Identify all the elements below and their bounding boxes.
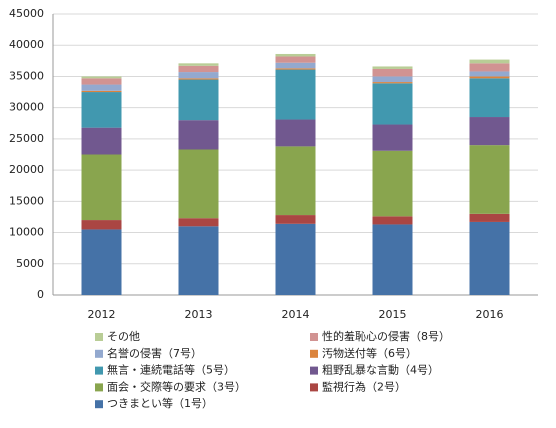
bar-segment bbox=[178, 79, 219, 121]
bar-segment bbox=[178, 218, 219, 227]
y-tick-label: 20000 bbox=[9, 163, 44, 176]
legend-label: その他 bbox=[107, 330, 140, 343]
y-tick-label: 0 bbox=[37, 288, 44, 301]
legend-label: つきまとい等（1号） bbox=[107, 396, 213, 410]
y-tick-label: 10000 bbox=[9, 226, 44, 239]
legend-swatch bbox=[95, 333, 103, 341]
x-tick-label: 2012 bbox=[88, 308, 116, 321]
y-tick-label: 5000 bbox=[16, 257, 44, 270]
x-tick-label: 2016 bbox=[476, 308, 504, 321]
y-tick-label: 40000 bbox=[9, 38, 44, 51]
bar-segment bbox=[275, 68, 316, 70]
legend-label: 粗野乱暴な言動（4号） bbox=[322, 363, 439, 377]
legend-swatch bbox=[310, 366, 318, 375]
bar-segment bbox=[81, 92, 122, 128]
bar-segment bbox=[469, 78, 510, 118]
bar-segment bbox=[275, 223, 316, 295]
legend-label: 汚物送付等（6号） bbox=[322, 346, 417, 360]
bar-segment bbox=[81, 76, 122, 79]
bar-segment bbox=[372, 216, 413, 225]
y-tick-label: 45000 bbox=[9, 7, 44, 20]
bar-segment bbox=[275, 146, 316, 216]
legend-swatch bbox=[95, 383, 103, 392]
legend-label: 監視行為（2号） bbox=[322, 379, 406, 393]
x-tick-label: 2013 bbox=[185, 308, 213, 321]
legend-swatch bbox=[95, 366, 103, 375]
legend-swatch bbox=[310, 349, 318, 358]
bar-segment bbox=[275, 119, 316, 147]
bar-segment bbox=[81, 78, 122, 85]
y-tick-label: 30000 bbox=[9, 101, 44, 114]
bar-segment bbox=[275, 215, 316, 224]
bar-segment bbox=[469, 63, 510, 72]
bar-segment bbox=[372, 124, 413, 151]
bar-segment bbox=[178, 78, 219, 80]
bar-segment bbox=[275, 62, 316, 69]
bar-segment bbox=[469, 213, 510, 222]
bar-segment bbox=[81, 84, 122, 91]
bar-segment bbox=[81, 154, 122, 221]
legend-swatch bbox=[310, 333, 318, 341]
bar-segment bbox=[275, 69, 316, 120]
bar-segment bbox=[275, 56, 316, 63]
bar-segment bbox=[469, 76, 510, 79]
bar-segment bbox=[469, 145, 510, 214]
bar-segment bbox=[469, 117, 510, 146]
bar-segment bbox=[469, 221, 510, 295]
bar-segment bbox=[178, 72, 219, 79]
bar-segment bbox=[372, 150, 413, 217]
y-tick-label: 25000 bbox=[9, 132, 44, 145]
legend-label: 面会・交際等の要求（3号） bbox=[107, 379, 246, 393]
legend-label: 無言・連続電話等（5号） bbox=[107, 363, 235, 377]
bar-segment bbox=[81, 127, 122, 155]
bar-segment bbox=[372, 66, 413, 69]
legend-swatch bbox=[95, 349, 103, 358]
bar-segment bbox=[372, 76, 413, 83]
bar-segment bbox=[81, 90, 122, 93]
bar-segment bbox=[178, 120, 219, 150]
bar-segment bbox=[178, 63, 219, 66]
y-tick-label: 35000 bbox=[9, 69, 44, 82]
bar-segment bbox=[372, 68, 413, 77]
legend-label: 名誉の侵害（7号） bbox=[107, 346, 202, 360]
bar-segment bbox=[275, 53, 316, 57]
bar-segment bbox=[81, 220, 122, 230]
legend-label: 性的羞恥心の侵害（8号） bbox=[322, 329, 450, 343]
x-tick-label: 2015 bbox=[379, 308, 407, 321]
bar-segment bbox=[372, 83, 413, 125]
bar-segment bbox=[81, 229, 122, 295]
x-tick-label: 2014 bbox=[282, 308, 310, 321]
bar-segment bbox=[178, 65, 219, 73]
bar-segment bbox=[469, 71, 510, 77]
y-tick-label: 15000 bbox=[9, 194, 44, 207]
bar-segment bbox=[469, 59, 510, 64]
bar-segment bbox=[178, 226, 219, 295]
bar-segment bbox=[372, 82, 413, 84]
legend-swatch bbox=[95, 400, 103, 409]
bar-segment bbox=[178, 149, 219, 219]
bar-segment bbox=[372, 224, 413, 295]
legend-swatch bbox=[310, 383, 318, 392]
